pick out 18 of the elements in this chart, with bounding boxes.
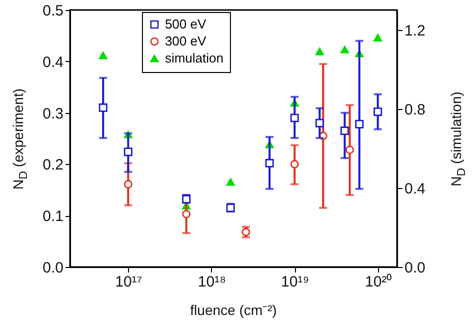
y2-tick-label: 0.0 [404,260,426,276]
y-tick-label: 0.4 [42,54,64,71]
y-tick-label: 0.3 [42,105,64,122]
y-tick-label: 0.2 [42,156,64,174]
y-tick-label: 0.0 [42,260,64,276]
legend-label: simulation [164,50,224,66]
y2-tick-label: 0.4 [404,180,426,198]
x-axis-title: fluence (cm⁻²) [190,301,277,319]
y-tick-label: 0.1 [42,208,64,226]
y2-tick-label: 1.2 [404,22,426,40]
legend-label: 500 eV [164,16,206,32]
y-tick-label: 0.5 [42,2,64,20]
legend-label: 300 eV [164,34,206,48]
x-tick-label: 10¹⁷ [115,274,142,290]
x-tick-label: 10¹⁸ [198,274,226,290]
x-tick-label: 10²⁰ [364,274,392,290]
y2-tick-label: 0.8 [404,101,426,118]
x-tick-label: 10¹⁹ [281,274,310,290]
